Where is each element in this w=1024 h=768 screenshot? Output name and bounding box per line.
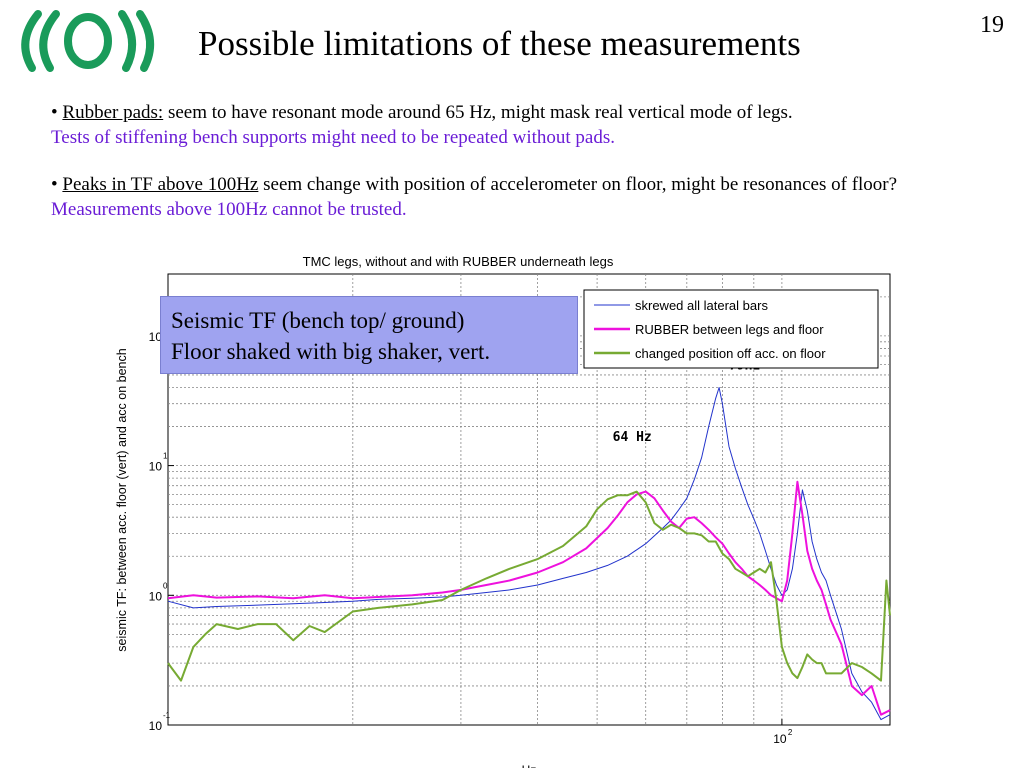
legend-label: skrewed all lateral bars: [635, 298, 768, 313]
y-tick-exponent: 0: [163, 581, 168, 590]
y-tick-exponent: 1: [163, 452, 168, 461]
y-tick-label: 10: [149, 719, 163, 733]
bullet-heading: Rubber pads:: [62, 102, 164, 123]
bullet-text: seem to have resonant mode around 65 Hz,…: [163, 102, 793, 123]
bullet-text: seem change with position of acceleromet…: [258, 174, 898, 195]
grid-lines: [168, 274, 890, 725]
bullet-rubber-pads: • Rubber pads: seem to have resonant mod…: [51, 100, 1011, 150]
peak-annotation: 64 Hz: [613, 430, 652, 445]
page-number: 19: [980, 12, 1004, 38]
y-tick-label: 10: [149, 460, 163, 474]
legend-label: RUBBER between legs and floor: [635, 322, 824, 337]
measurement-note-box: Seismic TF (bench top/ ground) Floor sha…: [160, 296, 578, 374]
bullet-peaks: • Peaks in TF above 100Hz seem change wi…: [51, 172, 1011, 222]
x-tick-label: 10: [773, 732, 787, 746]
x-axis-label: Hz: [522, 763, 537, 768]
chart-title: TMC legs, without and with RUBBER undern…: [303, 254, 614, 269]
slide-title: Possible limitations of these measuremen…: [198, 24, 801, 63]
institute-logo: [21, 10, 154, 72]
axis-ticks: 10-1100101102102: [149, 322, 793, 746]
bullet-marker: •: [51, 174, 58, 195]
note-line-1: Seismic TF (bench top/ ground): [171, 308, 465, 333]
series-line-2: [167, 480, 891, 716]
legend-label: changed position off acc. on floor: [635, 346, 826, 361]
legend: skrewed all lateral bars RUBBER between l…: [583, 289, 879, 369]
bullet-highlight: Tests of stiffening bench supports might…: [51, 127, 615, 148]
x-tick-exponent: 2: [788, 728, 793, 737]
y-axis-label: seismic TF: between acc. floor (vert) an…: [115, 348, 129, 651]
y-tick-label: 10: [149, 330, 163, 344]
y-tick-exponent: -1: [163, 711, 171, 720]
y-tick-label: 10: [149, 589, 163, 603]
bullet-list: • Rubber pads: seem to have resonant mod…: [51, 100, 1011, 244]
series-lines: [167, 387, 891, 721]
logo-arcs-icon: [21, 10, 154, 72]
bullet-heading: Peaks in TF above 100Hz: [62, 174, 259, 195]
series-line-1: [167, 387, 891, 721]
bullet-highlight: Measurements above 100Hz cannot be trust…: [51, 199, 407, 220]
bullet-marker: •: [51, 102, 58, 123]
legend-box: [583, 289, 879, 369]
series-line-3: [167, 490, 891, 682]
note-line-2: Floor shaked with big shaker, vert.: [171, 339, 491, 364]
